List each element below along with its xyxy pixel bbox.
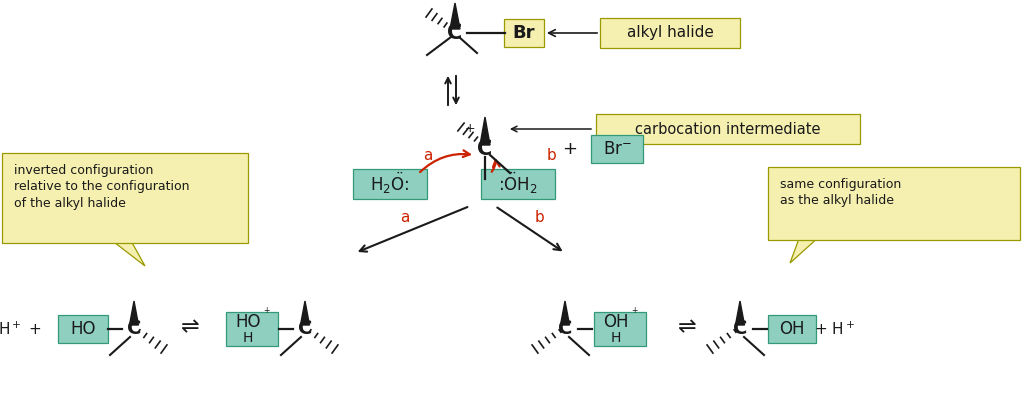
Text: C: C	[298, 320, 312, 338]
Polygon shape	[450, 3, 460, 29]
FancyBboxPatch shape	[768, 315, 816, 343]
Text: + H$^+$: + H$^+$	[814, 320, 855, 338]
Polygon shape	[790, 236, 820, 263]
Text: a: a	[424, 148, 433, 162]
Polygon shape	[301, 301, 310, 325]
FancyBboxPatch shape	[768, 167, 1020, 240]
Text: of the alkyl halide: of the alkyl halide	[14, 197, 126, 210]
Text: +: +	[563, 140, 578, 158]
Text: C: C	[447, 23, 462, 43]
Text: HO: HO	[235, 313, 261, 331]
Text: b: b	[547, 148, 557, 162]
FancyBboxPatch shape	[504, 19, 544, 47]
Text: C: C	[732, 320, 747, 338]
Text: Br$^{-}$: Br$^{-}$	[603, 140, 631, 158]
Text: inverted configuration: inverted configuration	[14, 164, 153, 177]
Polygon shape	[736, 301, 745, 325]
FancyBboxPatch shape	[481, 169, 555, 199]
Text: relative to the configuration: relative to the configuration	[14, 180, 189, 193]
FancyBboxPatch shape	[594, 312, 646, 346]
Polygon shape	[110, 239, 145, 266]
Text: Br: Br	[513, 24, 535, 42]
Text: b: b	[535, 211, 545, 225]
Text: $\rightleftharpoons$: $\rightleftharpoons$	[673, 317, 697, 337]
Polygon shape	[480, 117, 490, 145]
Text: C: C	[478, 139, 493, 159]
Polygon shape	[561, 301, 570, 325]
Text: H: H	[242, 331, 253, 345]
Text: $^+$: $^+$	[262, 306, 272, 316]
Text: same configuration: same configuration	[780, 178, 901, 191]
Text: alkyl halide: alkyl halide	[626, 26, 713, 41]
FancyBboxPatch shape	[226, 312, 278, 346]
Text: H$_2\ddot{\mathrm{O}}$:: H$_2\ddot{\mathrm{O}}$:	[370, 170, 409, 196]
Text: H$^+$ +: H$^+$ +	[0, 320, 42, 338]
Text: OH: OH	[780, 320, 805, 338]
Text: +: +	[464, 122, 476, 136]
Text: $\rightleftharpoons$: $\rightleftharpoons$	[176, 317, 199, 337]
Text: $^+$: $^+$	[630, 306, 639, 316]
Text: carbocation intermediate: carbocation intermediate	[635, 122, 820, 136]
Polygon shape	[130, 301, 138, 325]
Text: HO: HO	[71, 320, 96, 338]
FancyBboxPatch shape	[591, 135, 643, 163]
Text: as the alkyl halide: as the alkyl halide	[780, 194, 894, 207]
Text: H: H	[611, 331, 621, 345]
FancyBboxPatch shape	[601, 18, 740, 48]
FancyBboxPatch shape	[596, 114, 860, 144]
FancyBboxPatch shape	[2, 153, 248, 243]
Text: C: C	[127, 320, 141, 338]
Text: OH: OH	[604, 313, 629, 331]
Text: :$\ddot{\mathrm{O}}$H$_2$: :$\ddot{\mathrm{O}}$H$_2$	[498, 170, 538, 196]
FancyBboxPatch shape	[353, 169, 427, 199]
FancyBboxPatch shape	[58, 315, 108, 343]
Text: a: a	[400, 211, 409, 225]
Text: C: C	[558, 320, 572, 338]
